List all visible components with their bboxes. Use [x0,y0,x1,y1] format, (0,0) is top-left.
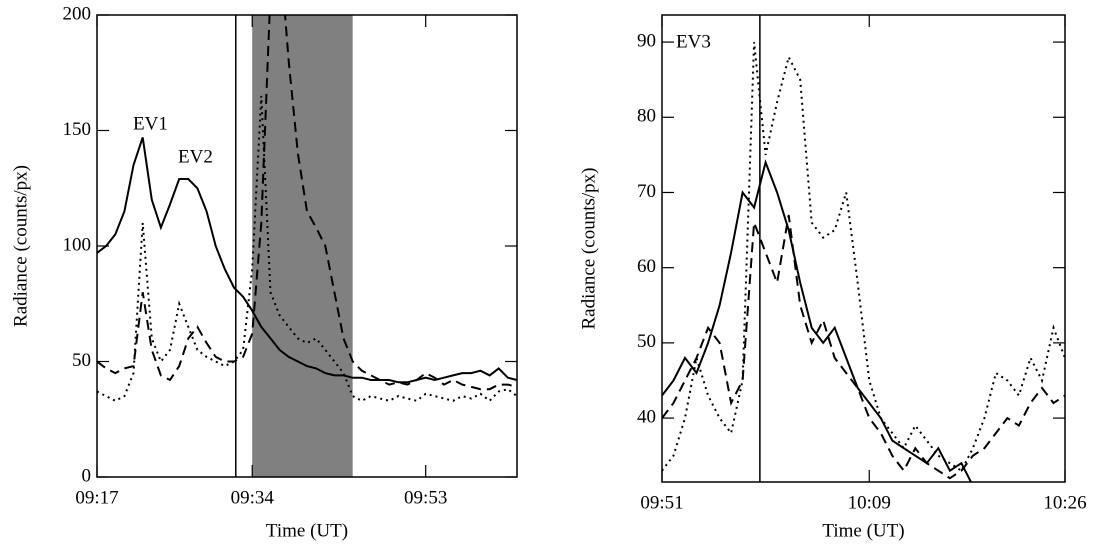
x-tick-label: 10:26 [1043,492,1086,513]
y-tick-label: 50 [72,350,91,371]
y-axis-label: Radiance (counts/px) [10,165,31,327]
annotation: EV3 [676,31,711,52]
annotation: EV2 [178,146,213,167]
y-tick-label: 90 [637,30,656,51]
y-tick-label: 200 [63,3,92,24]
x-tick-label: 09:17 [75,487,118,508]
x-axis-label: Time (UT) [266,520,348,541]
plot-area [662,15,1065,482]
series-line [97,137,517,384]
annotation: EV1 [133,113,168,134]
y-tick-label: 50 [637,331,656,352]
x-tick-label: 09:51 [640,492,683,513]
y-tick-label: 80 [637,106,656,127]
series-line [97,15,517,391]
x-tick-label: 09:53 [404,487,447,508]
series-line [662,159,973,482]
y-tick-label: 150 [63,119,92,140]
y-tick-label: 0 [82,465,92,486]
x-tick-label: 10:09 [848,492,891,513]
x-axis-label: Time (UT) [822,520,904,541]
y-axis-label: Radiance (counts/px) [578,168,599,330]
y-tick-label: 100 [63,234,92,255]
x-tick-label: 09:34 [231,487,275,508]
y-tick-label: 70 [637,181,656,202]
y-tick-label: 60 [637,256,656,277]
series-line [662,41,1065,473]
series-line [662,214,1065,480]
plot-frame [661,14,1066,483]
plot-area [97,15,517,477]
shaded-span [252,15,353,477]
y-tick-label: 40 [637,406,656,427]
